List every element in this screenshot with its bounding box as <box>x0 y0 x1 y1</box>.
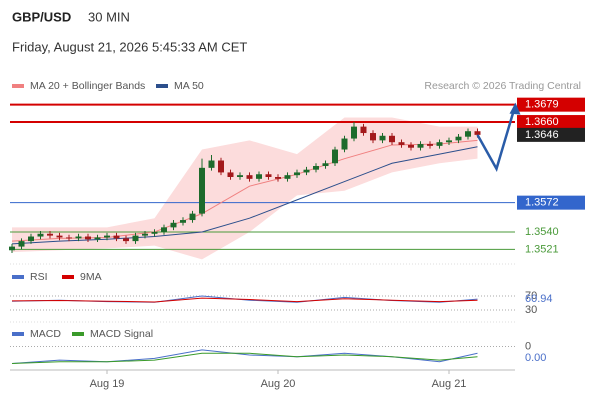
level-box <box>517 127 585 142</box>
legend-label: MACD <box>30 328 61 340</box>
macd-line <box>11 352 478 364</box>
macd-line <box>11 349 478 364</box>
candle-body <box>370 133 376 141</box>
candle-body <box>161 227 167 232</box>
y-tick-label: 30 <box>525 304 537 316</box>
candle-body <box>246 175 253 179</box>
legend-swatch <box>12 332 24 336</box>
candle-body <box>227 172 234 177</box>
legend-label: RSI <box>30 271 48 283</box>
level-box <box>517 97 585 112</box>
candle-body <box>351 126 357 139</box>
candle-body <box>180 220 186 223</box>
candle-body <box>142 233 148 236</box>
candle-body <box>94 237 101 240</box>
x-tick-label: Aug 21 <box>432 378 467 390</box>
credit: Research © 2026 Trading Central <box>424 80 581 92</box>
candle-body <box>151 231 158 234</box>
candle-body <box>85 236 91 240</box>
candle-body <box>436 142 443 146</box>
candle-body <box>398 142 405 145</box>
candle-body <box>208 160 215 168</box>
chart-title: GBP/USD <box>12 9 71 24</box>
candle-body <box>47 233 53 236</box>
candle-body <box>9 246 15 251</box>
candle-body <box>132 235 139 242</box>
legend-swatch <box>12 84 24 88</box>
candle-body <box>18 241 25 247</box>
x-tick-label: Aug 19 <box>90 378 125 390</box>
chart-subtitle: 30 MIN <box>88 9 130 24</box>
level-label: 1.3646 <box>525 129 559 141</box>
rsi-value-label: 60.94 <box>525 293 553 305</box>
timestamp: Friday, August 21, 2026 5:45:33 AM CET <box>12 39 247 54</box>
candle-body <box>322 163 329 167</box>
candle-body <box>189 213 196 221</box>
level-label: 1.3679 <box>525 99 559 111</box>
candle-body <box>313 166 319 170</box>
candle-body <box>455 136 462 141</box>
level-box <box>517 195 585 210</box>
candle-body <box>341 138 348 150</box>
candle-body <box>303 169 310 173</box>
x-tick-label: Aug 20 <box>261 378 296 390</box>
candle-body <box>237 175 243 177</box>
candle-body <box>66 237 72 239</box>
legend-swatch <box>72 332 84 336</box>
candle-body <box>417 144 424 148</box>
legend-label: MACD Signal <box>90 328 153 340</box>
y-tick-label: 70 <box>525 290 537 302</box>
candle-body <box>275 177 281 179</box>
y-tick-label: 0 <box>525 340 531 352</box>
candle-body <box>332 149 338 164</box>
candle-body <box>474 131 481 135</box>
level-label: 1.3572 <box>525 197 559 209</box>
candle-body <box>256 174 262 179</box>
ma20-line <box>11 139 478 242</box>
candle-body <box>294 172 300 176</box>
candle-body <box>446 140 452 143</box>
candle-body <box>379 135 386 141</box>
legend-label: MA 20 + Bollinger Bands <box>30 80 145 92</box>
candle-body <box>56 235 63 238</box>
candle-body <box>265 174 272 177</box>
candle-body <box>199 167 205 214</box>
level-box <box>517 115 585 130</box>
macd-value-label: 0.00 <box>525 352 546 364</box>
candle-body <box>218 160 224 173</box>
level-label: 1.3660 <box>525 116 559 128</box>
candle-body <box>170 222 177 228</box>
legend-label: MA 50 <box>174 80 204 92</box>
candle-body <box>104 235 110 238</box>
level-label: 1.3540 <box>525 226 559 238</box>
projection-path <box>476 104 517 172</box>
candle-body <box>284 175 291 179</box>
candle-body <box>28 236 34 242</box>
rsi-line <box>11 297 478 303</box>
candle-body <box>389 135 395 143</box>
projection-arrowhead <box>509 102 521 115</box>
ma50-line <box>11 146 478 245</box>
legend-swatch <box>12 275 24 279</box>
candle-body <box>465 131 471 137</box>
legend-label: 9MA <box>80 271 102 283</box>
level-label: 1.3521 <box>525 243 559 255</box>
legend-swatch <box>156 84 168 88</box>
candle-body <box>360 126 367 134</box>
candle-body <box>75 236 82 239</box>
candle-body <box>113 235 120 239</box>
candle-body <box>37 233 44 237</box>
legend-swatch <box>62 275 74 279</box>
candle-body <box>408 144 414 148</box>
candle-body <box>427 144 433 146</box>
candle-body <box>123 238 129 242</box>
